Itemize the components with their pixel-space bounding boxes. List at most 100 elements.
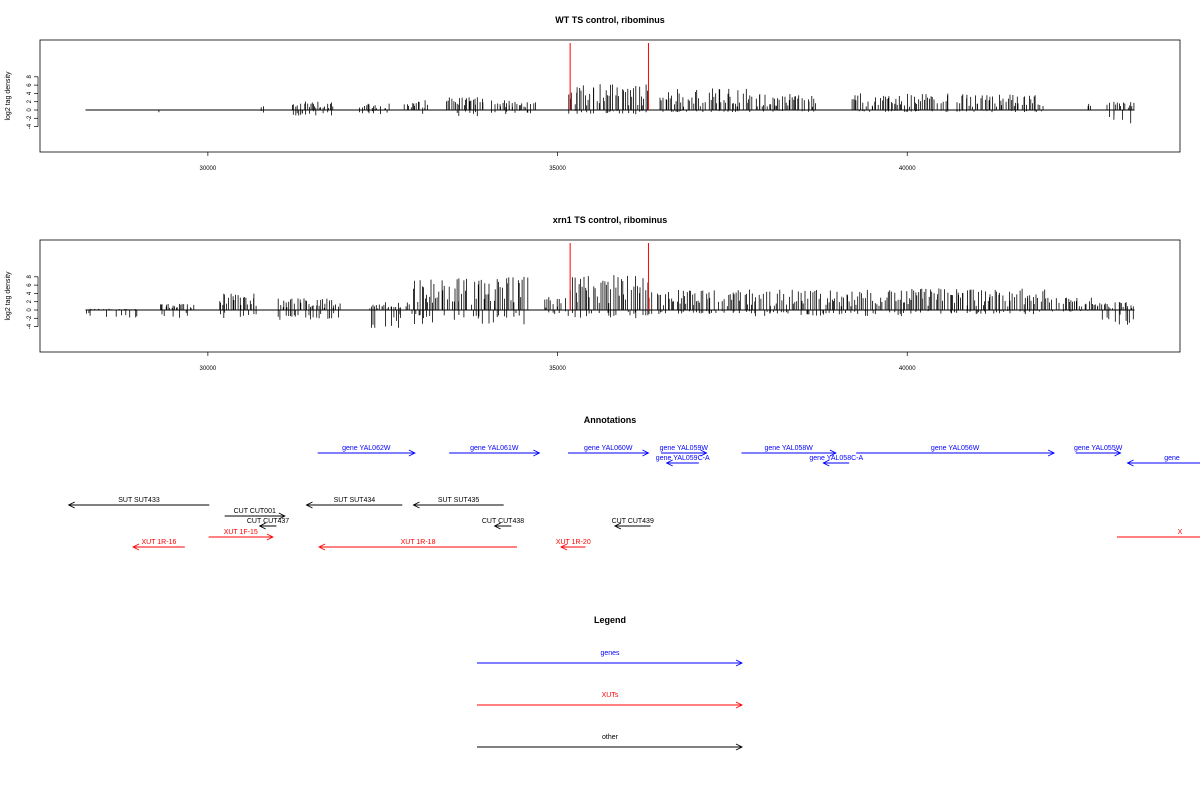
annotation-feature: XUT 1R-20 xyxy=(556,539,591,551)
y-tick-label: 4 xyxy=(27,91,33,95)
arrowhead-left xyxy=(258,522,266,530)
signal-bars xyxy=(158,84,1135,124)
x-tick-label: 30000 xyxy=(200,366,217,372)
feature-label: XUT 1R-18 xyxy=(401,539,436,546)
arrowhead-right xyxy=(408,449,416,457)
annotation-feature: gene YAL061W xyxy=(449,445,541,457)
legend-arrowhead xyxy=(735,743,744,751)
annotation-feature: CUT CUT438 xyxy=(482,518,524,530)
legend: Legend genes XUTs other xyxy=(477,615,744,751)
feature-label: CUT CUT001 xyxy=(234,508,276,515)
y-tick-label: 2 xyxy=(27,99,33,103)
legend-item: genes xyxy=(477,650,744,667)
arrowhead-left xyxy=(1126,459,1134,467)
annotation-feature: SUT SUT435 xyxy=(412,497,504,509)
feature-label: gene xyxy=(1164,455,1180,462)
annotation-feature: gene YAL062W xyxy=(317,445,416,457)
arrowhead-right xyxy=(266,533,274,541)
signal-bars xyxy=(86,275,1134,328)
legend-arrowhead xyxy=(735,701,744,709)
y-tick-label: 8 xyxy=(27,74,33,78)
feature-label: gene YAL062W xyxy=(342,445,391,452)
arrowhead-right xyxy=(1114,449,1122,457)
x-tick-label: 40000 xyxy=(899,366,916,372)
x-tick-label: 35000 xyxy=(549,166,566,172)
annotation-feature: gene YAL058C-A xyxy=(809,455,863,467)
legend-label: XUTs xyxy=(602,692,619,699)
feature-label: gene YAL058C-A xyxy=(809,455,863,462)
legend-item: XUTs xyxy=(477,692,744,709)
panel-title: xrn1 TS control, ribominus xyxy=(553,215,668,225)
annotations-title: Annotations xyxy=(584,415,637,425)
annotation-feature: CUT CUT439 xyxy=(612,518,654,530)
arrowhead-left xyxy=(67,501,75,509)
feature-label: XUT 1R-20 xyxy=(556,539,591,546)
y-tick-label: -2 xyxy=(27,315,33,321)
feature-label: gene YAL061W xyxy=(470,445,519,452)
annotation-feature: X xyxy=(1117,529,1200,538)
feature-label: CUT CUT439 xyxy=(612,518,654,525)
feature-label: gene YAL059C-A xyxy=(656,455,710,462)
legend-arrowhead xyxy=(735,659,744,667)
annotation-feature: gene YAL060W xyxy=(568,445,650,457)
y-tick-label: -2 xyxy=(27,115,33,121)
annotation-feature: gene YAL055W xyxy=(1074,445,1123,457)
arrowhead-left xyxy=(560,543,568,551)
annotation-feature: CUT CUT001 xyxy=(224,508,286,520)
y-tick-label: 0 xyxy=(27,308,33,312)
arrowhead-left xyxy=(412,501,420,509)
arrowhead-left xyxy=(132,543,140,551)
y-axis-label: log2 tag density xyxy=(5,271,12,321)
feature-label: X xyxy=(1178,529,1183,536)
annotation-feature: XUT 1F-15 xyxy=(208,529,274,541)
arrowhead-right xyxy=(829,449,837,457)
annotation-feature: gene xyxy=(1126,455,1200,467)
y-tick-label: -4 xyxy=(27,323,33,329)
x-tick-label: 35000 xyxy=(549,366,566,372)
feature-label: gene YAL055W xyxy=(1074,445,1123,452)
y-tick-label: 4 xyxy=(27,291,33,295)
plot-frame xyxy=(39,239,1181,353)
x-tick-label: 30000 xyxy=(200,166,217,172)
arrowhead-left xyxy=(305,501,313,509)
arrowhead-right xyxy=(278,512,286,520)
arrowhead-left xyxy=(318,543,326,551)
feature-label: SUT SUT433 xyxy=(118,497,160,504)
y-tick-label: 0 xyxy=(27,108,33,112)
arrowhead-right xyxy=(1047,449,1056,457)
track-panel: WT TS control, ribominus 8 6 4 2 0 -2 -4 log2 ta… xyxy=(5,15,1181,172)
annotation-feature: XUT 1R-18 xyxy=(318,539,517,551)
annotations-panel: Annotations gene YAL062W gene YAL061W gene … xyxy=(67,415,1200,551)
plot-frame xyxy=(39,39,1181,153)
feature-label: XUT 1R-16 xyxy=(141,539,176,546)
annotation-feature: gene YAL056W xyxy=(856,445,1056,457)
legend-item: other xyxy=(477,734,744,751)
annotation-feature: gene YAL059C-A xyxy=(656,455,710,467)
annotation-feature: SUT SUT434 xyxy=(305,497,403,509)
y-tick-label: -4 xyxy=(27,123,33,129)
annotation-feature: gene YAL058W xyxy=(741,445,837,457)
y-tick-label: 2 xyxy=(27,299,33,303)
feature-label: SUT SUT435 xyxy=(438,497,480,504)
arrowhead-left xyxy=(493,522,501,530)
arrowhead-right xyxy=(642,449,650,457)
feature-label: CUT CUT438 xyxy=(482,518,524,525)
feature-label: gene YAL060W xyxy=(584,445,633,452)
arrowhead-left xyxy=(613,522,622,530)
y-axis-label: log2 tag density xyxy=(5,71,12,121)
y-tick-label: 6 xyxy=(27,283,33,287)
arrowhead-left xyxy=(665,459,673,467)
arrowhead-right xyxy=(533,449,541,457)
legend-label: other xyxy=(602,734,619,741)
feature-label: SUT SUT434 xyxy=(334,497,376,504)
panel-title: WT TS control, ribominus xyxy=(555,15,665,25)
y-tick-label: 8 xyxy=(27,274,33,278)
annotation-feature: SUT SUT433 xyxy=(67,497,210,509)
feature-label: gene YAL059W xyxy=(660,445,709,452)
feature-label: gene YAL056W xyxy=(931,445,980,452)
y-tick-label: 6 xyxy=(27,83,33,87)
annotation-feature: CUT CUT437 xyxy=(247,518,289,530)
annotation-feature: gene YAL059W xyxy=(660,445,709,457)
arrowhead-right xyxy=(700,449,708,457)
